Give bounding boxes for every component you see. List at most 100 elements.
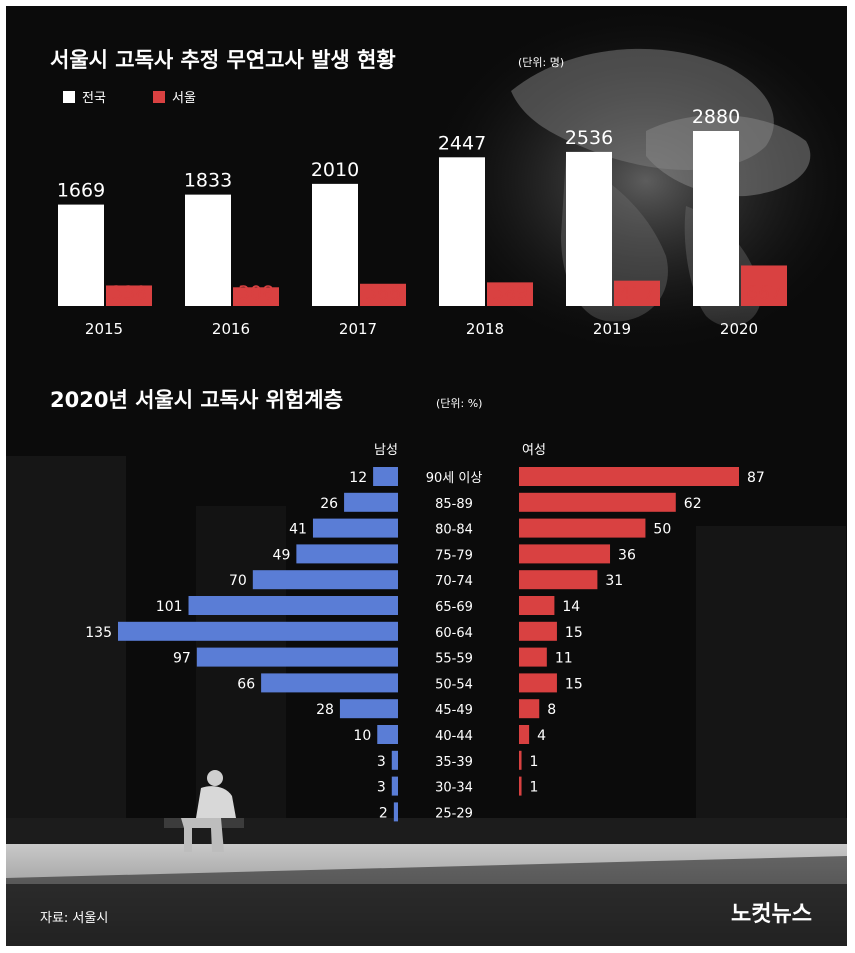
label-female: 1 bbox=[530, 780, 539, 796]
bar-male bbox=[196, 647, 398, 667]
label-female: 36 bbox=[618, 547, 636, 563]
bar-female bbox=[519, 647, 547, 667]
bar-male bbox=[261, 673, 398, 693]
age-label: 85-89 bbox=[435, 497, 473, 512]
source-note: 자료: 서울시 bbox=[40, 911, 108, 926]
label-male: 49 bbox=[273, 547, 291, 563]
label-male: 26 bbox=[320, 496, 338, 512]
bar-national-2015 bbox=[58, 204, 104, 306]
label-male: 10 bbox=[353, 728, 371, 744]
chart1-title: 서울시 고독사 추정 무연고사 발생 현황 bbox=[50, 48, 396, 72]
bar-national-2017 bbox=[312, 183, 358, 306]
label-male: 28 bbox=[316, 702, 334, 718]
label-female: 15 bbox=[565, 676, 583, 692]
bar-seoul-2019 bbox=[614, 280, 660, 306]
label-female: 62 bbox=[684, 496, 702, 512]
bar-male bbox=[252, 570, 398, 590]
year-label-2015: 2015 bbox=[85, 320, 123, 338]
chart2-title: 2020년 서울시 고독사 위험계층 bbox=[50, 388, 343, 412]
chart1-bars: 1669 338 2015 1833 308 2016 2010 366 2017 2447 389… bbox=[57, 106, 787, 338]
bar-female bbox=[519, 725, 530, 744]
bar-national-2019 bbox=[566, 151, 612, 306]
label-female: 87 bbox=[747, 470, 765, 486]
label-national-2016: 1833 bbox=[184, 170, 232, 192]
legend-swatch-national bbox=[63, 91, 75, 103]
chart2-unit: (단위: %) bbox=[436, 397, 482, 410]
bar-national-2020 bbox=[693, 131, 739, 306]
label-male: 66 bbox=[237, 676, 255, 692]
label-male: 3 bbox=[377, 754, 386, 770]
age-label: 80-84 bbox=[435, 523, 473, 538]
bar-male bbox=[393, 802, 398, 822]
label-female: 1 bbox=[530, 754, 539, 770]
infographic-canvas: 서울시 고독사 추정 무연고사 발생 현황 (단위: 명) 전국 서울 1669… bbox=[6, 11, 847, 946]
age-label: 90세 이상 bbox=[426, 471, 483, 486]
label-male: 12 bbox=[349, 470, 367, 486]
label-seoul-2018: 389 bbox=[492, 282, 528, 304]
legend-label-national: 전국 bbox=[82, 91, 106, 106]
label-seoul-2015: 338 bbox=[111, 282, 147, 304]
label-male: 97 bbox=[173, 651, 191, 667]
year-label-2018: 2018 bbox=[466, 320, 504, 338]
plaza-photo bbox=[6, 456, 847, 946]
bar-national-2018 bbox=[439, 157, 485, 306]
label-seoul-2017: 366 bbox=[365, 282, 401, 304]
bar-female bbox=[519, 467, 739, 486]
year-label-2019: 2019 bbox=[593, 320, 631, 338]
age-label: 55-59 bbox=[435, 652, 473, 667]
bar-male bbox=[344, 492, 398, 512]
bar-male bbox=[296, 544, 398, 564]
label-male: 2 bbox=[379, 805, 388, 821]
age-label: 70-74 bbox=[435, 574, 473, 589]
label-male: 3 bbox=[377, 780, 386, 796]
chart1-unit: (단위: 명) bbox=[518, 56, 564, 69]
bar-female bbox=[519, 621, 557, 641]
label-female: 14 bbox=[562, 599, 580, 615]
age-label: 50-54 bbox=[435, 677, 473, 692]
bar-male bbox=[391, 776, 398, 796]
infographic: 서울시 고독사 추정 무연고사 발생 현황 (단위: 명) 전국 서울 1669… bbox=[6, 6, 847, 946]
bar-female bbox=[519, 570, 598, 590]
chart1-legend: 전국 서울 bbox=[63, 91, 196, 106]
bar-seoul-2015 bbox=[106, 285, 152, 306]
legend-swatch-seoul bbox=[153, 91, 165, 103]
seated-person bbox=[164, 770, 244, 852]
bar-female bbox=[519, 750, 522, 770]
label-male: 101 bbox=[156, 599, 183, 615]
bar-seoul-2016 bbox=[233, 287, 279, 306]
label-male: 135 bbox=[85, 625, 112, 641]
label-female: 50 bbox=[653, 522, 671, 538]
bar-male bbox=[118, 621, 398, 641]
age-label: 45-49 bbox=[435, 703, 473, 718]
label-female: 31 bbox=[605, 573, 623, 589]
bar-female bbox=[519, 699, 540, 719]
bar-male bbox=[377, 725, 398, 744]
label-national-2020: 2880 bbox=[692, 106, 740, 128]
legend-label-seoul: 서울 bbox=[172, 91, 196, 106]
age-label: 30-34 bbox=[435, 781, 473, 796]
age-label: 40-44 bbox=[435, 729, 473, 744]
bar-seoul-2018 bbox=[487, 282, 533, 306]
bar-female bbox=[519, 776, 522, 796]
age-label: 35-39 bbox=[435, 755, 473, 770]
bar-female bbox=[519, 492, 676, 512]
year-label-2017: 2017 bbox=[339, 320, 377, 338]
female-header: 여성 bbox=[522, 443, 546, 458]
age-label: 75-79 bbox=[435, 548, 473, 563]
bar-male bbox=[312, 518, 398, 538]
bar-female bbox=[519, 596, 555, 615]
age-label: 60-64 bbox=[435, 626, 473, 641]
label-national-2018: 2447 bbox=[438, 132, 486, 154]
label-seoul-2020: 667 bbox=[746, 282, 782, 304]
bar-male bbox=[391, 750, 398, 770]
year-label-2016: 2016 bbox=[212, 320, 250, 338]
bar-male bbox=[373, 467, 398, 486]
label-female: 15 bbox=[565, 625, 583, 641]
label-national-2015: 1669 bbox=[57, 180, 105, 202]
label-seoul-2016: 308 bbox=[238, 282, 274, 304]
bar-seoul-2017 bbox=[360, 283, 406, 306]
bar-male bbox=[188, 596, 398, 615]
label-female: 4 bbox=[537, 728, 546, 744]
year-label-2020: 2020 bbox=[720, 320, 758, 338]
label-national-2017: 2010 bbox=[311, 159, 359, 181]
